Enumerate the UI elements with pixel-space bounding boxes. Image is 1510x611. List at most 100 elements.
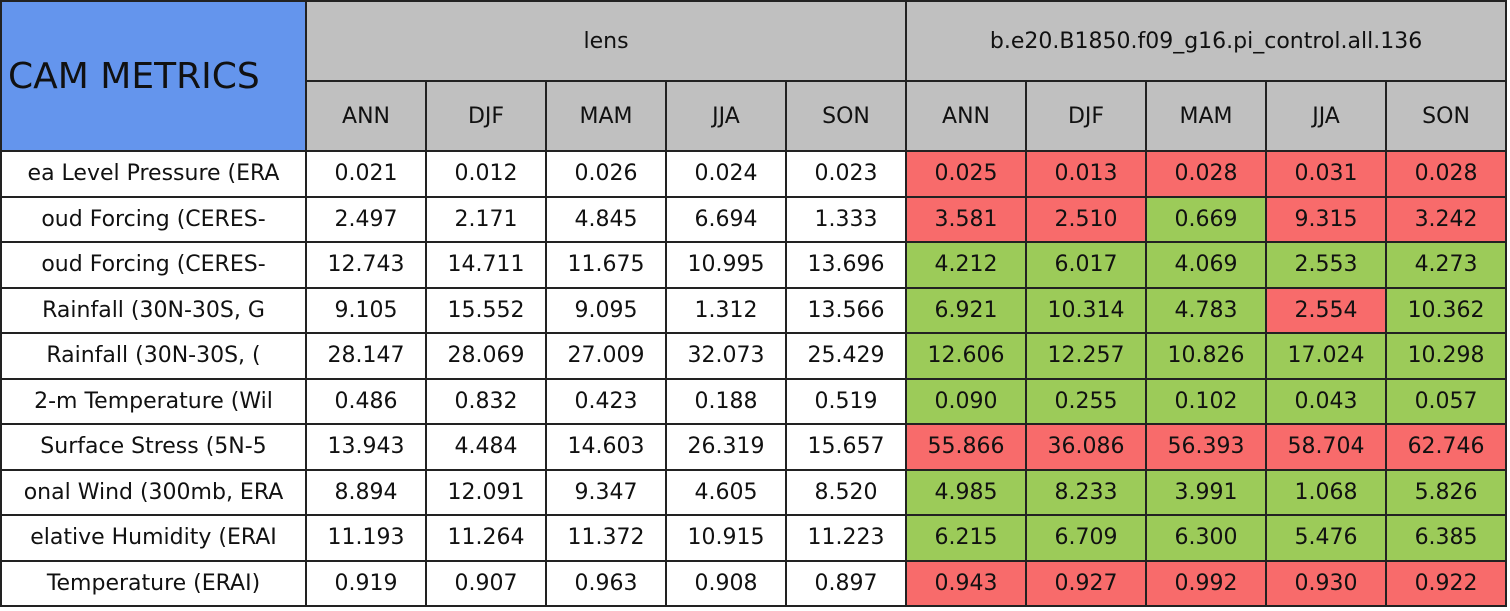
value-cell: 0.669 [1145, 195, 1268, 243]
value-cell: 4.605 [665, 468, 787, 516]
row-label: Surface Stress (5N-5 [0, 423, 307, 471]
value-cell: 0.023 [784, 150, 908, 198]
group-header: b.e20.B1850.f09_g16.pi_control.all.136 [905, 0, 1508, 82]
value-cell: 9.095 [545, 286, 667, 334]
value-cell: 0.013 [1025, 150, 1148, 198]
row-label-text: elative Humidity (ERAI [30, 525, 277, 551]
row-label: elative Humidity (ERAI [0, 514, 307, 562]
value-cell: 12.257 [1025, 332, 1148, 380]
value-cell: 0.423 [545, 377, 667, 425]
value-cell: 1.068 [1265, 468, 1388, 516]
season-header: MAM [545, 80, 667, 152]
value-cell: 2.553 [1265, 241, 1388, 289]
value-cell: 0.028 [1385, 150, 1508, 198]
value-cell: 6.921 [905, 286, 1028, 334]
season-header: SON [1385, 80, 1508, 152]
value-cell: 6.300 [1145, 514, 1268, 562]
value-cell: 27.009 [545, 332, 667, 380]
value-cell: 12.743 [305, 241, 427, 289]
value-cell: 8.233 [1025, 468, 1148, 516]
value-cell: 0.919 [305, 559, 427, 607]
table-row: Surface Stress (5N-5 13.943 4.484 14.603 26.… [0, 423, 1508, 471]
row-label: ea Level Pressure (ERA [0, 150, 307, 198]
value-cell: 62.746 [1385, 423, 1508, 471]
value-cell: 10.362 [1385, 286, 1508, 334]
value-cell: 0.024 [665, 150, 787, 198]
value-cell: 3.581 [905, 195, 1028, 243]
value-cell: 28.069 [425, 332, 547, 380]
value-cell: 10.314 [1025, 286, 1148, 334]
row-label-text: Temperature (ERAI) [46, 570, 261, 596]
value-cell: 6.694 [665, 195, 787, 243]
row-label-text: onal Wind (300mb, ERA [23, 479, 284, 505]
value-cell: 17.024 [1265, 332, 1388, 380]
value-cell: 4.783 [1145, 286, 1268, 334]
value-cell: 10.915 [665, 514, 787, 562]
value-cell: 10.298 [1385, 332, 1508, 380]
value-cell: 3.242 [1385, 195, 1508, 243]
value-cell: 0.102 [1145, 377, 1268, 425]
value-cell: 15.657 [784, 423, 908, 471]
row-label: onal Wind (300mb, ERA [0, 468, 307, 516]
table-row: oud Forcing (CERES- 12.743 14.711 11.675 10.… [0, 241, 1508, 289]
season-header: JJA [665, 80, 787, 152]
season-header: SON [784, 80, 908, 152]
row-label-text: oud Forcing (CERES- [41, 252, 266, 278]
group-header: lens [304, 0, 908, 82]
value-cell: 0.486 [305, 377, 427, 425]
value-cell: 28.147 [305, 332, 427, 380]
value-cell: 36.086 [1025, 423, 1148, 471]
value-cell: 9.347 [545, 468, 667, 516]
season-header: JJA [1265, 80, 1388, 152]
value-cell: 56.393 [1145, 423, 1268, 471]
value-cell: 1.312 [665, 286, 787, 334]
row-label-text: ea Level Pressure (ERA [27, 161, 280, 187]
value-cell: 4.484 [425, 423, 547, 471]
value-cell: 11.675 [545, 241, 667, 289]
value-cell: 58.704 [1265, 423, 1388, 471]
value-cell: 0.012 [425, 150, 547, 198]
value-cell: 0.907 [425, 559, 547, 607]
value-cell: 0.927 [1025, 559, 1148, 607]
value-cell: 0.025 [905, 150, 1028, 198]
value-cell: 0.992 [1145, 559, 1268, 607]
value-cell: 11.372 [545, 514, 667, 562]
row-label: Rainfall (30N-30S, G [0, 286, 307, 334]
row-label-text: Surface Stress (5N-5 [40, 434, 267, 460]
value-cell: 4.985 [905, 468, 1028, 516]
value-cell: 2.510 [1025, 195, 1148, 243]
value-cell: 14.711 [425, 241, 547, 289]
value-cell: 5.476 [1265, 514, 1388, 562]
value-cell: 0.188 [665, 377, 787, 425]
value-cell: 14.603 [545, 423, 667, 471]
value-cell: 0.031 [1265, 150, 1388, 198]
table-row: 2-m Temperature (Wil 0.486 0.832 0.423 0.188… [0, 377, 1508, 425]
value-cell: 0.043 [1265, 377, 1388, 425]
row-label: oud Forcing (CERES- [0, 195, 307, 243]
value-cell: 0.922 [1385, 559, 1508, 607]
value-cell: 4.273 [1385, 241, 1508, 289]
value-cell: 0.832 [425, 377, 547, 425]
value-cell: 12.091 [425, 468, 547, 516]
row-label-text: 2-m Temperature (Wil [34, 388, 273, 414]
row-label-text: Rainfall (30N-30S, G [42, 297, 265, 323]
value-cell: 8.520 [784, 468, 908, 516]
value-cell: 6.017 [1025, 241, 1148, 289]
season-header: ANN [305, 80, 427, 152]
season-header: DJF [425, 80, 547, 152]
value-cell: 6.709 [1025, 514, 1148, 562]
value-cell: 2.171 [425, 195, 547, 243]
value-cell: 0.021 [305, 150, 427, 198]
value-cell: 13.696 [784, 241, 908, 289]
value-cell: 0.255 [1025, 377, 1148, 425]
table-row: Rainfall (30N-30S, (28.147 28.069 27.009 32… [0, 332, 1508, 380]
value-cell: 25.429 [784, 332, 908, 380]
value-cell: 13.566 [784, 286, 908, 334]
value-cell: 0.897 [784, 559, 908, 607]
value-cell: 11.193 [305, 514, 427, 562]
value-cell: 0.057 [1385, 377, 1508, 425]
value-cell: 8.894 [305, 468, 427, 516]
value-cell: 1.333 [784, 195, 908, 243]
